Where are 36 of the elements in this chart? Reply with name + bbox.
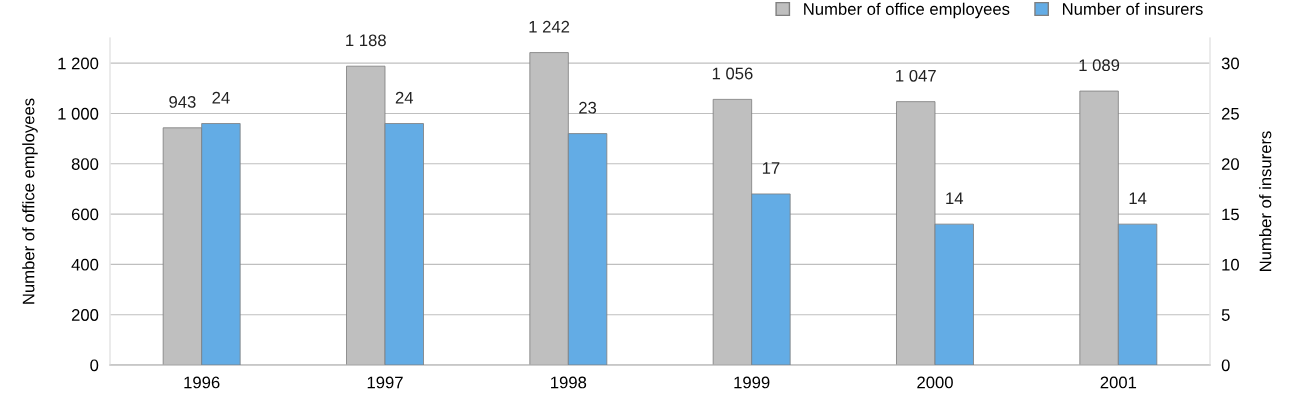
data-label: 1 188 [346,34,386,47]
x-tick-label: 1997 [367,376,403,389]
y2-tick-label: 5 [1221,309,1230,321]
data-label: 1 089 [1079,59,1120,72]
y2-tick-label: 30 [1221,57,1239,70]
data-label: 1 047 [896,69,936,82]
data-label: 1 056 [712,67,753,80]
y2-tick-label: 15 [1222,208,1239,221]
y-tick-label: 800 [71,158,99,170]
y-tick-label: 200 [71,309,99,321]
data-label: 23 [579,101,597,114]
y-tick-label: 600 [71,208,99,221]
legend-label: Number of office employees [804,2,1010,19]
data-label: 14 [1129,192,1147,205]
y2-tick-label: 10 [1222,258,1239,271]
y2-tick-label: 25 [1221,107,1239,120]
x-tick-label: 2001 [1100,376,1137,389]
y2-tick-label: 0 [1221,359,1230,372]
data-label: 24 [212,91,230,104]
y-tick-label: 1 200 [58,57,99,70]
x-tick-label: 2000 [917,376,953,389]
data-label: 24 [395,91,414,104]
y-axis-title: Number of office employees [22,98,38,304]
data-label: 943 [169,96,196,108]
data-label: 1 242 [529,20,570,33]
x-tick-label: 1996 [184,376,220,389]
x-tick-label: 1998 [551,376,587,389]
data-label: 17 [762,162,780,174]
y-tick-label: 1 000 [58,107,99,120]
y-tick-label: 400 [71,258,99,271]
y2-tick-label: 20 [1221,158,1239,170]
y-tick-label: 0 [90,359,99,372]
legend-label: Number of insurers [1062,2,1203,15]
y2-axis-title: Number of insurers [1259,131,1272,271]
x-tick-label: 1999 [734,376,770,389]
data-label: 14 [946,192,964,205]
